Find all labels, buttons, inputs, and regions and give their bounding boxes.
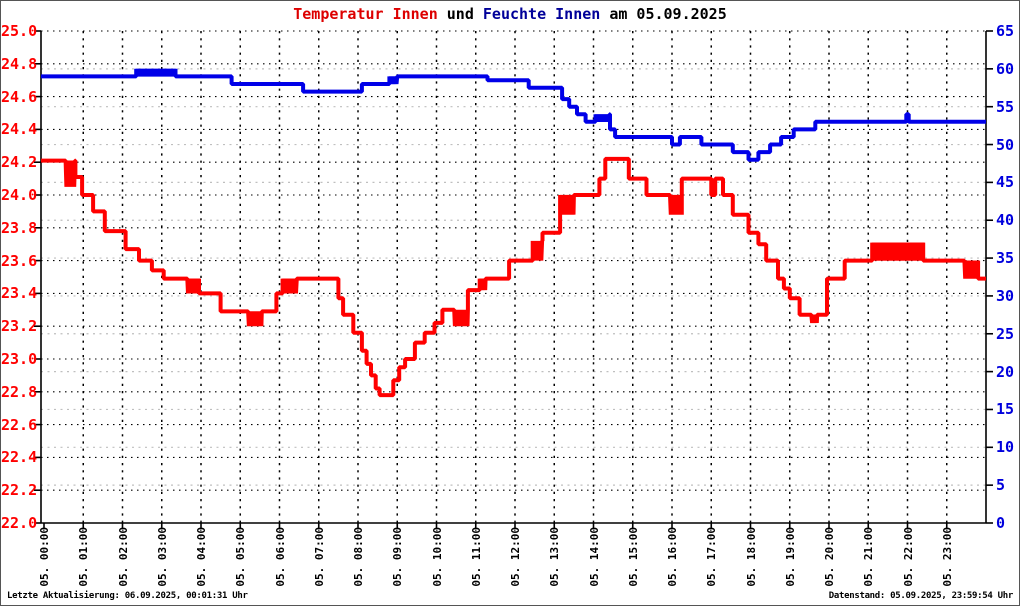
y-right-tick-label: 35 [996, 249, 1015, 268]
y-right-tick-label: 40 [996, 211, 1015, 230]
title-date: am 05.09.2025 [600, 5, 727, 23]
y-left-tick-label: 22.8 [1, 382, 38, 401]
y-right-tick-label: 0 [996, 514, 1006, 532]
x-tick-label: 05. 06:00 [273, 527, 287, 587]
title-humidity-series: Feuchte Innen [482, 5, 601, 23]
y-right-tick-label: 20 [996, 362, 1015, 381]
y-left-tick-label: 24.0 [1, 186, 38, 204]
y-left-tick-label: 22.4 [1, 448, 38, 467]
y-left-tick-label: 24.6 [1, 87, 38, 106]
y-left-tick-label: 22.0 [1, 514, 38, 532]
x-tick-label: 05. 12:00 [509, 527, 522, 587]
y-left-tick-label: 23.2 [1, 317, 38, 336]
x-tick-label: 05. 04:00 [195, 527, 208, 587]
y-left-tick-label: 22.6 [1, 415, 38, 434]
y-left-tick-label: 24.4 [1, 120, 38, 139]
x-tick-label: 05. 23:00 [940, 527, 954, 587]
title-temperature-series: Temperatur Innen [293, 5, 438, 23]
y-right-tick-label: 55 [996, 97, 1015, 116]
x-tick-label: 05. 10:00 [430, 527, 444, 587]
y-right-tick-label: 60 [996, 59, 1015, 78]
data-timestamp-text: Datenstand: 05.09.2025, 23:59:54 Uhr [828, 591, 1014, 601]
x-tick-label: 05. 13:00 [548, 527, 562, 587]
y-right-tick-label: 45 [996, 173, 1015, 192]
x-tick-label: 05. 01:00 [77, 527, 91, 587]
x-tick-label: 05. 07:00 [312, 527, 326, 587]
last-update-text: Letzte Aktualisierung: 06.09.2025, 00:01… [7, 591, 248, 601]
x-tick-label: 05. 09:00 [391, 527, 405, 587]
y-left-tick-label: 24.2 [1, 153, 38, 172]
series-line-humidity [41, 68, 986, 162]
y-left-tick-label: 23.0 [1, 350, 38, 368]
x-tick-label: 05. 08:00 [352, 527, 365, 587]
y-left-tick-label: 22.2 [1, 481, 38, 500]
x-tick-label: 05. 03:00 [155, 527, 169, 587]
x-tick-label: 05. 11:00 [469, 527, 483, 587]
y-right-tick-label: 30 [996, 286, 1015, 305]
x-tick-label: 05. 18:00 [744, 527, 758, 587]
x-tick-label: 05. 17:00 [705, 527, 719, 587]
chart-title: Temperatur Innen und Feuchte Innen am 05… [1, 5, 1019, 23]
x-tick-label: 05. 19:00 [783, 527, 797, 587]
x-tick-label: 05. 05:00 [234, 527, 248, 587]
x-tick-label: 05. 21:00 [862, 527, 876, 587]
x-tick-label: 05. 14:00 [587, 527, 601, 587]
x-tick-label: 05. 00:00 [38, 527, 51, 587]
series-line-temperature [41, 156, 986, 398]
y-right-tick-label: 25 [996, 324, 1015, 343]
y-right-tick-label: 10 [996, 438, 1015, 457]
y-right-tick-label: 50 [996, 135, 1015, 154]
title-connector: und [437, 5, 483, 23]
y-left-tick-label: 24.8 [1, 54, 38, 73]
x-tick-label: 05. 02:00 [116, 527, 130, 587]
x-tick-label: 05. 20:00 [823, 527, 836, 587]
y-right-tick-label: 5 [996, 476, 1006, 495]
x-tick-label: 05. 15:00 [626, 527, 640, 587]
y-right-tick-label: 65 [996, 22, 1015, 40]
y-left-tick-label: 23.6 [1, 251, 38, 270]
x-tick-label: 05. 16:00 [666, 527, 679, 587]
y-left-tick-label: 23.4 [1, 284, 38, 303]
x-tick-label: 05. 22:00 [901, 527, 915, 587]
y-left-tick-label: 25.0 [1, 22, 38, 40]
y-left-tick-label: 23.8 [1, 218, 38, 237]
y-right-tick-label: 15 [996, 400, 1015, 419]
